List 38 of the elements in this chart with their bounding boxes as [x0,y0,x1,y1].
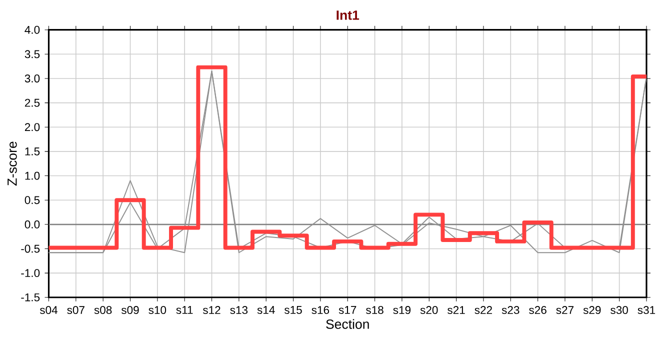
x-tick-label: s14 [257,306,275,314]
x-tick-label: s19 [393,306,411,314]
x-tick-label: s30 [610,306,628,314]
y-axis-title: Z-score [8,142,17,186]
x-tick-label: s23 [502,306,520,314]
x-tick-label: s15 [284,306,302,314]
x-tick-label: s16 [312,306,330,314]
x-tick-label: s27 [556,306,574,314]
x-tick-label: s12 [202,306,220,314]
y-tick-label: 1.0 [25,172,40,180]
y-tick-label: -0.5 [21,244,40,253]
y-tick-label: 3.5 [24,50,40,58]
x-tick-label: s10 [148,306,166,314]
x-tick-label: s29 [583,306,601,314]
x-tick-label: s26 [529,306,546,314]
x-tick-label: s13 [230,306,248,314]
x-tick-label: s22 [474,306,492,314]
y-tick-label: -1.5 [21,293,40,302]
x-tick-label: s17 [338,306,356,314]
x-tick-label: s21 [448,306,465,314]
x-tick-label: s31 [638,306,656,314]
x-axis-title: Section [326,319,369,329]
x-tick-label: s09 [121,306,139,314]
x-tick-label: s20 [420,306,438,314]
x-tick-label: s08 [94,306,112,314]
x-tick-label: s04 [40,306,58,314]
y-tick-label: 2.5 [24,98,40,107]
x-tick-label: s07 [67,306,84,314]
chart-title: Int1 [336,10,360,20]
y-tick-label: 1.5 [25,148,40,156]
y-tick-label: -1.0 [21,269,40,278]
y-tick-label: 0.5 [24,196,40,204]
y-tick-label: 4.0 [24,26,40,34]
y-tick-label: 3.0 [24,74,40,82]
x-tick-label: s18 [366,306,384,314]
y-tick-label: 0.0 [24,220,40,228]
x-tick-label: s11 [176,306,193,314]
y-tick-label: 2.0 [24,123,40,132]
